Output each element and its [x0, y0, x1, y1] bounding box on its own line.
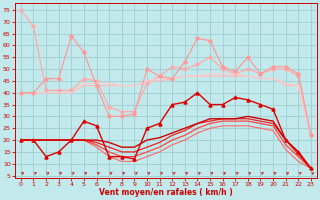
X-axis label: Vent moyen/en rafales ( km/h ): Vent moyen/en rafales ( km/h ) [99, 188, 233, 197]
